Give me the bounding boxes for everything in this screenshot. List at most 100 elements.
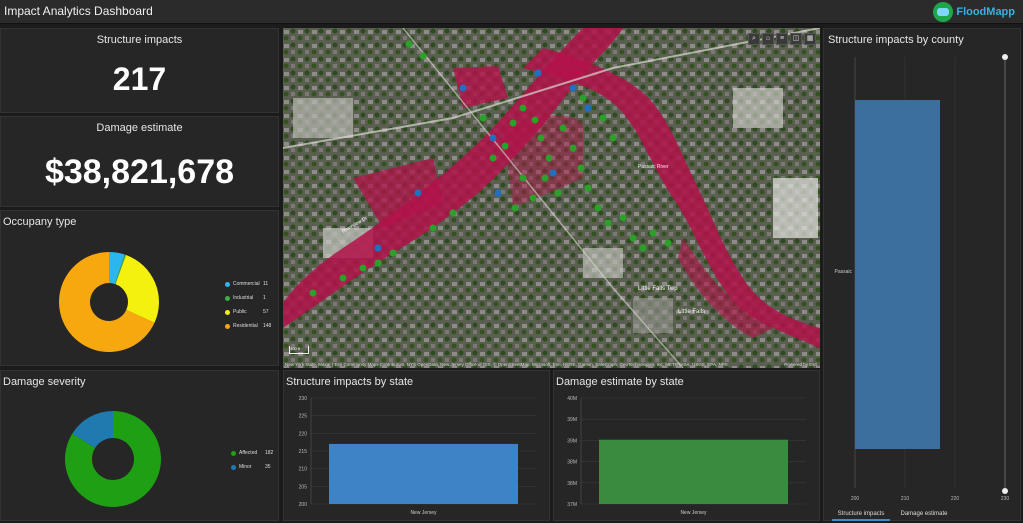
state-damage-y-tick: 40M bbox=[567, 396, 577, 402]
state-impacts-y-tick: 210 bbox=[299, 467, 308, 473]
damage-estimate-by-state-panel: Damage estimate by state 37M 38M 38M 39M 39M… bbox=[553, 370, 820, 521]
grid-icon[interactable]: ▦ bbox=[804, 33, 816, 45]
county-x-tick: 220 bbox=[951, 496, 960, 502]
structure-impacts-value: 217 bbox=[112, 61, 167, 97]
legend-value: 11 bbox=[263, 281, 269, 287]
county-scroll-handle-bottom[interactable] bbox=[1002, 488, 1008, 494]
county-title: Structure impacts by county bbox=[828, 34, 964, 46]
layers-icon[interactable]: ≡ bbox=[776, 33, 788, 45]
state-impacts-y-tick: 215 bbox=[299, 449, 308, 455]
legend-item-public[interactable]: Public 57 bbox=[225, 305, 271, 319]
floodmapp-logo-text: FloodMapp bbox=[956, 6, 1015, 18]
public-swatch bbox=[225, 309, 230, 315]
affected-swatch bbox=[231, 450, 236, 456]
floodmapp-logo[interactable]: FloodMapp bbox=[933, 2, 1015, 22]
legend-value: 1 bbox=[263, 295, 266, 301]
county-scroll-handle-top[interactable] bbox=[1002, 54, 1008, 60]
map-scale-bar: 300 ft bbox=[289, 346, 309, 354]
industrial-swatch bbox=[225, 295, 230, 301]
state-damage-y-tick: 38M bbox=[567, 481, 577, 487]
legend-value: 57 bbox=[263, 309, 269, 315]
legend-item-residential[interactable]: Residential 148 bbox=[225, 319, 271, 333]
state-impacts-y-tick: 200 bbox=[299, 502, 308, 508]
occupancy-slice-public[interactable] bbox=[115, 254, 159, 323]
legend-label: Industrial bbox=[233, 295, 254, 301]
minor-swatch bbox=[231, 464, 236, 470]
home-icon[interactable]: ⌂ bbox=[762, 33, 774, 45]
state-damage-x-tick: New Jersey bbox=[680, 510, 707, 516]
state-damage-y-tick: 39M bbox=[567, 417, 577, 423]
occupancy-panel: Occupany type Commercial 11 Industrial 1 P… bbox=[0, 210, 279, 366]
structure-impacts-by-state-chart: 200 205 210 215 220 225 230 New Jersey bbox=[299, 396, 536, 516]
damage-estimate-panel: Damage estimate $38,821,678 bbox=[0, 116, 279, 207]
legend-label: Affected bbox=[239, 450, 258, 456]
map-label-township: Little Falls Twp bbox=[638, 286, 678, 292]
legend-item-affected[interactable]: Affected 182 bbox=[231, 446, 273, 460]
state-impacts-y-tick: 220 bbox=[299, 431, 308, 437]
state-impacts-y-tick: 205 bbox=[299, 484, 308, 490]
map-toolbar: ⌕ ⌂ ≡ ◫ ▦ bbox=[746, 33, 816, 45]
county-x-tick: 230 bbox=[1001, 496, 1010, 502]
legend-label: Minor bbox=[239, 464, 252, 470]
structure-impacts-by-county-panel: Structure impacts by county 200 210 220 230… bbox=[823, 28, 1021, 521]
structure-impacts-by-state-panel: Structure impacts by state 200 205 210 215 2… bbox=[283, 370, 550, 521]
county-x-tick: 210 bbox=[901, 496, 910, 502]
flood-map-view[interactable]: Passaic River Little Falls Twp Little Fa… bbox=[283, 28, 820, 368]
state-impacts-y-tick: 225 bbox=[299, 414, 308, 420]
basemap-icon[interactable]: ◫ bbox=[790, 33, 802, 45]
county-y-tick: Passaic bbox=[834, 269, 852, 275]
tab-structure-impacts[interactable]: Structure impacts bbox=[832, 509, 890, 521]
app-header: Impact Analytics Dashboard FloodMapp bbox=[0, 0, 1023, 24]
map-imagery[interactable]: Passaic River Little Falls Twp Little Fa… bbox=[283, 28, 820, 368]
residential-swatch bbox=[225, 323, 230, 329]
legend-label: Residential bbox=[233, 323, 258, 329]
app-title: Impact Analytics Dashboard bbox=[4, 4, 153, 18]
legend-value: 182 bbox=[265, 450, 274, 456]
damage-estimate-by-state-title: Damage estimate by state bbox=[556, 376, 684, 388]
occupancy-slice-industrial[interactable] bbox=[114, 254, 127, 285]
legend-label: Public bbox=[233, 309, 247, 315]
structure-impacts-title: Structure impacts bbox=[96, 34, 183, 46]
map-label-river: Passaic River bbox=[638, 164, 669, 170]
map-attribution: New York State, Maxar | Esri Community M… bbox=[285, 362, 729, 367]
tab-damage-estimate[interactable]: Damage estimate bbox=[900, 511, 948, 517]
map-label-town: Little Falls bbox=[678, 309, 705, 315]
commercial-swatch bbox=[225, 281, 230, 287]
legend-value: 35 bbox=[265, 464, 271, 470]
legend-item-minor[interactable]: Minor 35 bbox=[231, 460, 273, 474]
occupancy-slice-residential[interactable] bbox=[59, 252, 155, 352]
floodmapp-logo-icon bbox=[933, 2, 954, 22]
zoom-icon[interactable]: ⌕ bbox=[748, 33, 760, 45]
state-impacts-x-tick: New Jersey bbox=[410, 510, 437, 516]
state-impacts-bar-new-jersey[interactable] bbox=[329, 443, 518, 504]
damage-severity-donut-chart bbox=[65, 411, 161, 507]
structure-impacts-by-state-title: Structure impacts by state bbox=[286, 376, 414, 388]
legend-value: 148 bbox=[263, 323, 272, 329]
state-damage-y-tick: 37M bbox=[567, 502, 577, 508]
damage-severity-panel: Damage severity Affected 182 Minor 35 bbox=[0, 370, 279, 521]
county-bar-passaic[interactable] bbox=[855, 100, 940, 449]
map-powered-by[interactable]: Powered by Esri bbox=[784, 362, 817, 367]
state-damage-y-tick: 38M bbox=[567, 460, 577, 466]
state-impacts-y-tick: 230 bbox=[299, 396, 308, 402]
structure-impacts-panel: Structure impacts 217 bbox=[0, 28, 279, 113]
scale-label: 300 ft bbox=[290, 346, 301, 351]
damage-estimate-title: Damage estimate bbox=[96, 122, 183, 134]
damage-estimate-by-state-chart: 37M 38M 38M 39M 39M 40M New Jersey bbox=[567, 396, 806, 516]
occupancy-slice-commercial[interactable] bbox=[109, 252, 125, 284]
occupancy-title: Occupany type bbox=[3, 216, 77, 228]
state-damage-y-tick: 39M bbox=[567, 438, 577, 444]
severity-slice-affected[interactable] bbox=[65, 411, 161, 507]
occupancy-donut-chart bbox=[59, 252, 159, 352]
damage-severity-title: Damage severity bbox=[3, 376, 86, 388]
occupancy-legend: Commercial 11 Industrial 1 Public 57 Reside… bbox=[225, 277, 271, 333]
county-x-tick: 200 bbox=[851, 496, 860, 502]
structure-impacts-by-county-chart: 200 210 220 230 Passaic bbox=[834, 54, 1010, 502]
legend-item-commercial[interactable]: Commercial 11 bbox=[225, 277, 271, 291]
severity-slice-minor[interactable] bbox=[72, 411, 113, 448]
legend-item-industrial[interactable]: Industrial 1 bbox=[225, 291, 271, 305]
state-damage-bar-new-jersey[interactable] bbox=[599, 439, 788, 504]
damage-estimate-value: $38,821,678 bbox=[44, 153, 235, 191]
legend-label: Commercial bbox=[233, 281, 260, 287]
damage-severity-legend: Affected 182 Minor 35 bbox=[231, 446, 273, 474]
